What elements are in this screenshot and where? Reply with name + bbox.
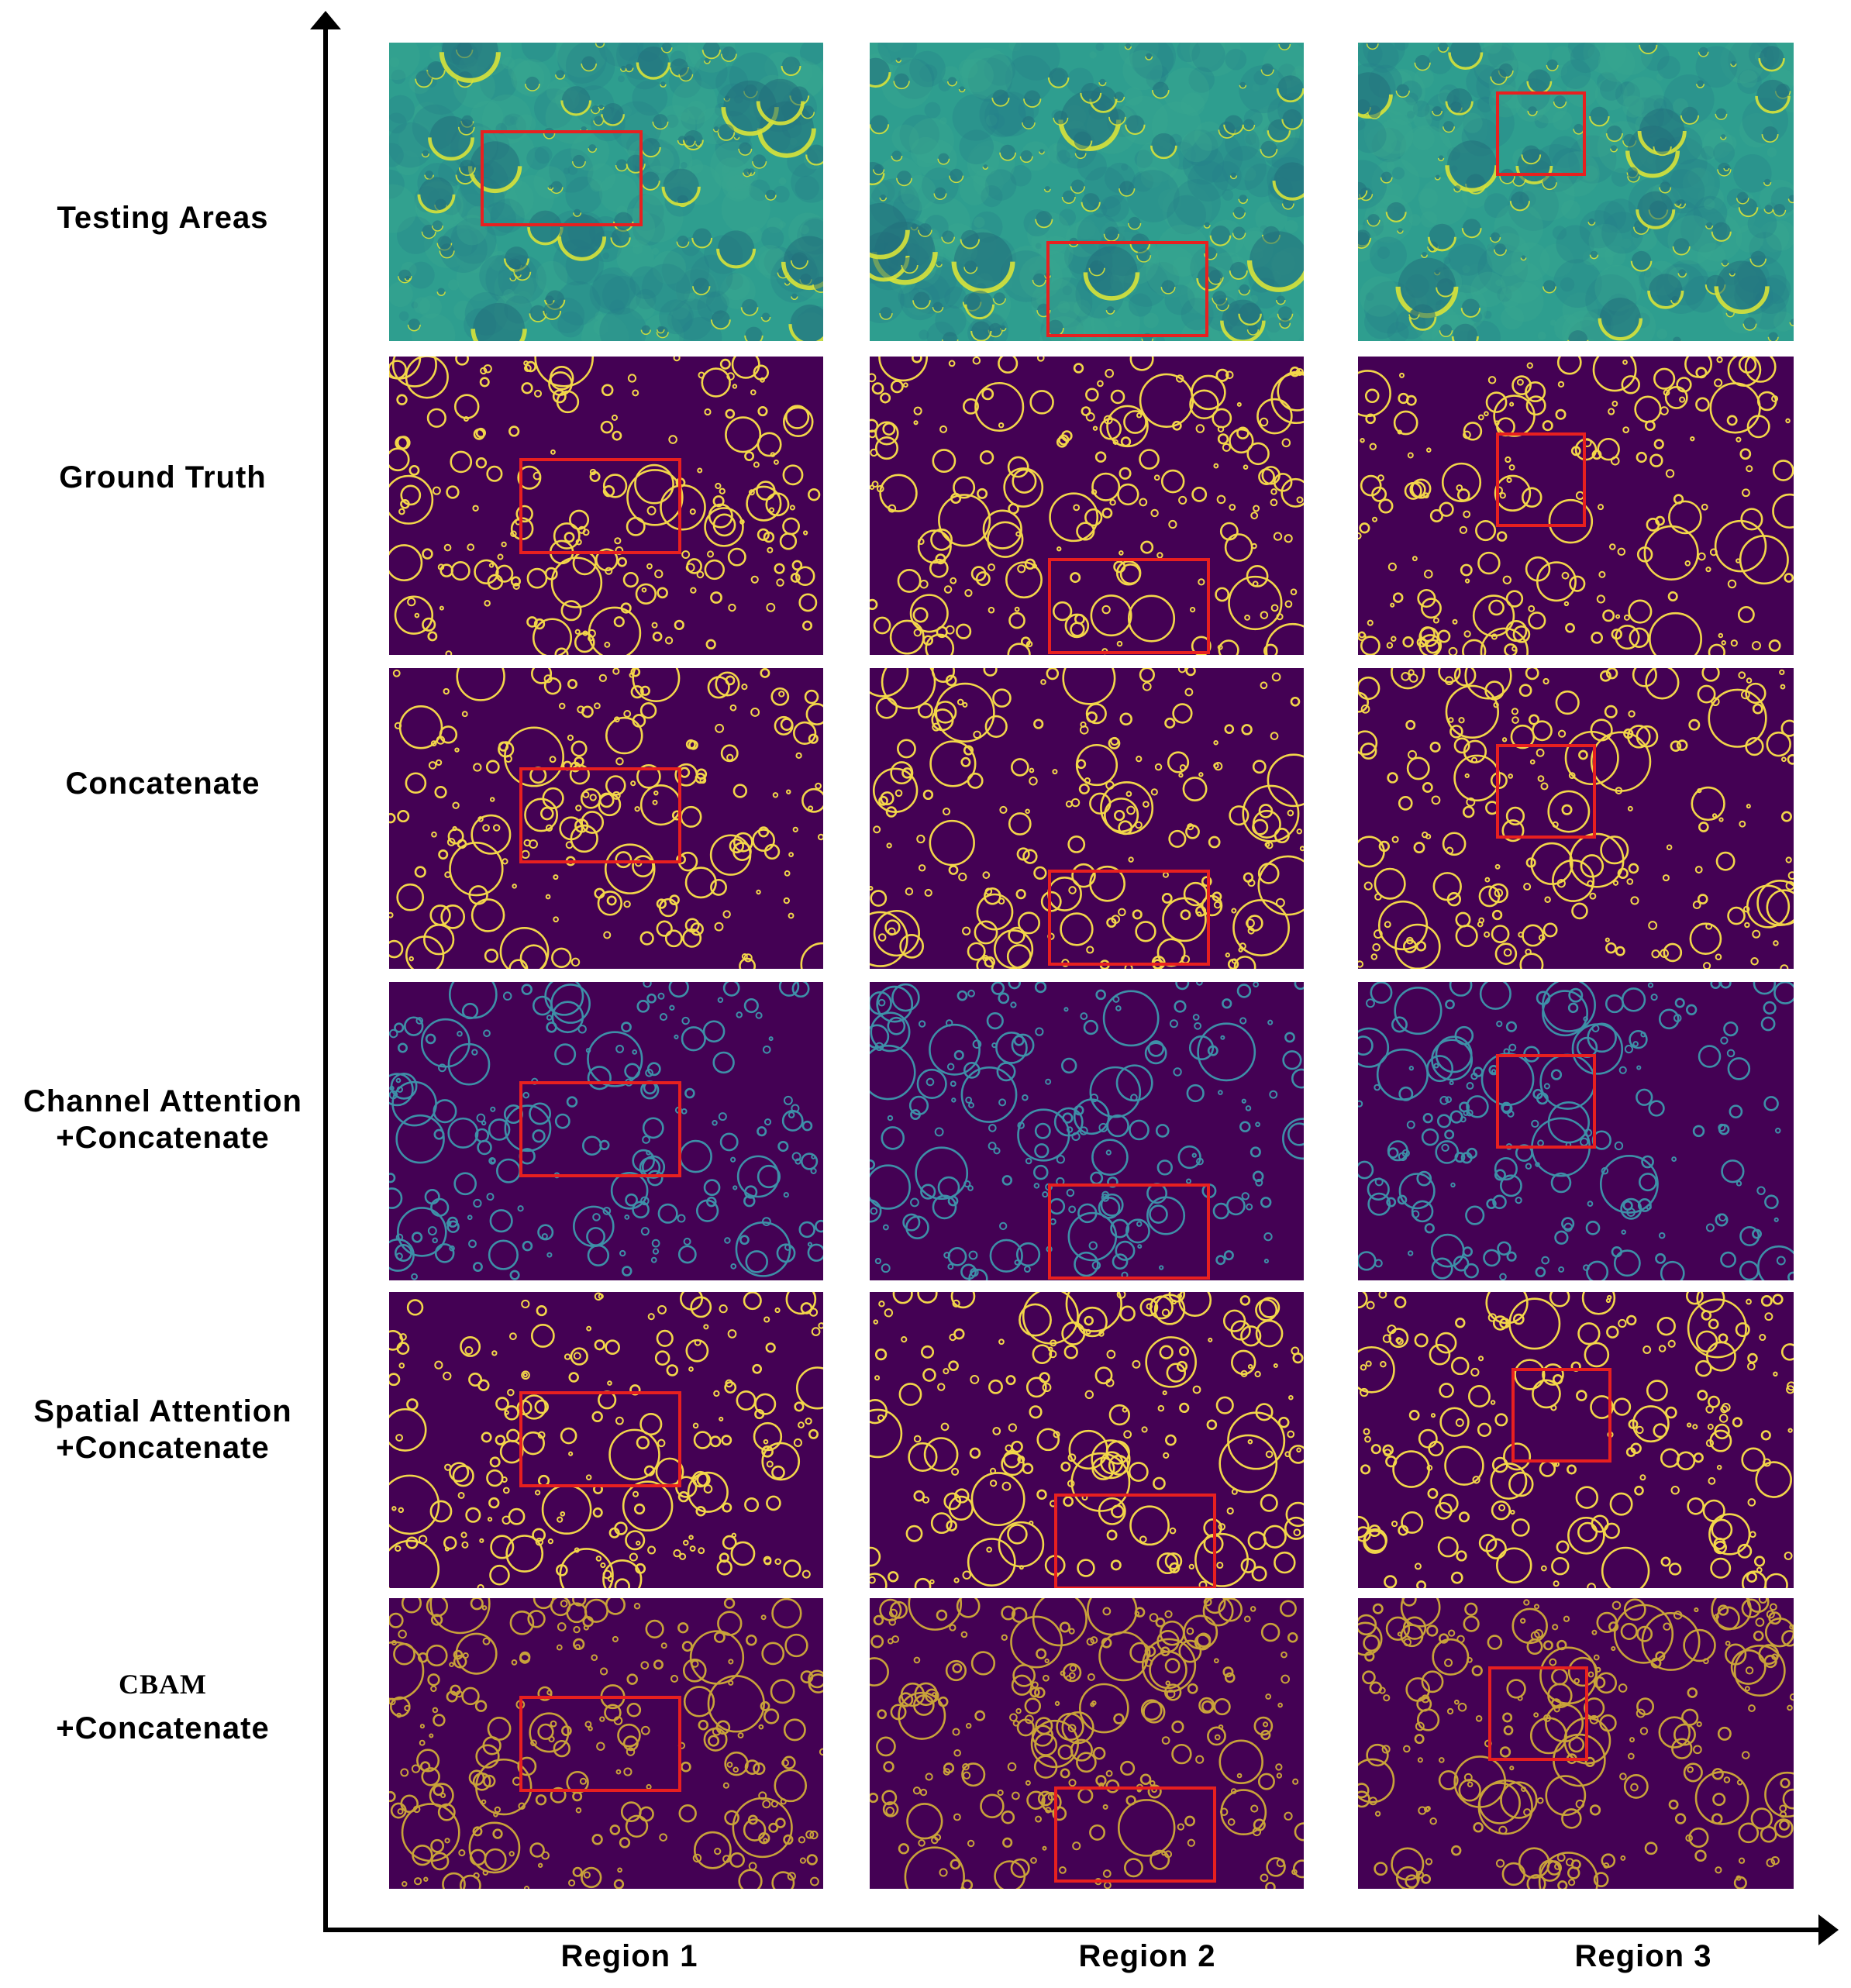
panel-row3-region3 bbox=[1358, 668, 1794, 969]
panel-graphic bbox=[870, 668, 1304, 969]
panel-graphic bbox=[389, 1598, 823, 1889]
panel-row3-region2 bbox=[870, 668, 1304, 969]
row-label-spatial-attention: Spatial Attention +Concatenate bbox=[33, 1394, 292, 1465]
panel-row5-region1 bbox=[389, 1292, 823, 1588]
panel-graphic bbox=[389, 982, 823, 1280]
panel-row1-region2 bbox=[870, 43, 1304, 341]
row-label-ground-truth: Ground Truth bbox=[59, 460, 267, 494]
row-label-concatenate: Concatenate bbox=[65, 767, 260, 801]
panel-graphic bbox=[389, 43, 823, 341]
panel-row1-region3 bbox=[1358, 43, 1794, 341]
panel-graphic bbox=[870, 43, 1304, 341]
row-label-cbam: CBAM +Concatenate bbox=[56, 1669, 270, 1745]
panel-row6-region3 bbox=[1358, 1598, 1794, 1889]
column-label-region-3: Region 3 bbox=[1574, 1939, 1712, 1973]
panel-graphic bbox=[1358, 1598, 1794, 1889]
panel-row4-region3 bbox=[1358, 982, 1794, 1280]
panel-graphic bbox=[870, 1292, 1304, 1588]
panel-graphic bbox=[389, 668, 823, 969]
panel-graphic bbox=[1358, 43, 1794, 341]
panel-graphic bbox=[870, 1598, 1304, 1889]
panel-row6-region2 bbox=[870, 1598, 1304, 1889]
panel-row2-region3 bbox=[1358, 357, 1794, 655]
panel-row5-region3 bbox=[1358, 1292, 1794, 1588]
panel-graphic bbox=[1358, 982, 1794, 1280]
panel-row6-region1 bbox=[389, 1598, 823, 1889]
panel-row3-region1 bbox=[389, 668, 823, 969]
panel-graphic bbox=[389, 1292, 823, 1588]
panel-row2-region2 bbox=[870, 357, 1304, 655]
panel-row2-region1 bbox=[389, 357, 823, 655]
column-label-region-2: Region 2 bbox=[1078, 1939, 1216, 1973]
panel-graphic bbox=[389, 357, 823, 655]
panel-graphic bbox=[870, 982, 1304, 1280]
panel-graphic bbox=[1358, 1292, 1794, 1588]
panel-graphic bbox=[1358, 357, 1794, 655]
x-axis-arrowhead bbox=[1818, 1914, 1839, 1945]
panel-graphic bbox=[1358, 668, 1794, 969]
panel-row5-region2 bbox=[870, 1292, 1304, 1588]
panel-graphic bbox=[870, 357, 1304, 655]
y-axis-arrowhead bbox=[310, 11, 341, 29]
row-label-channel-attention: Channel Attention +Concatenate bbox=[23, 1084, 302, 1155]
panel-row4-region1 bbox=[389, 982, 823, 1280]
panel-row4-region2 bbox=[870, 982, 1304, 1280]
column-label-region-1: Region 1 bbox=[560, 1939, 698, 1973]
row-label-testing-areas: Testing Areas bbox=[57, 201, 269, 235]
panel-row1-region1 bbox=[389, 43, 823, 341]
